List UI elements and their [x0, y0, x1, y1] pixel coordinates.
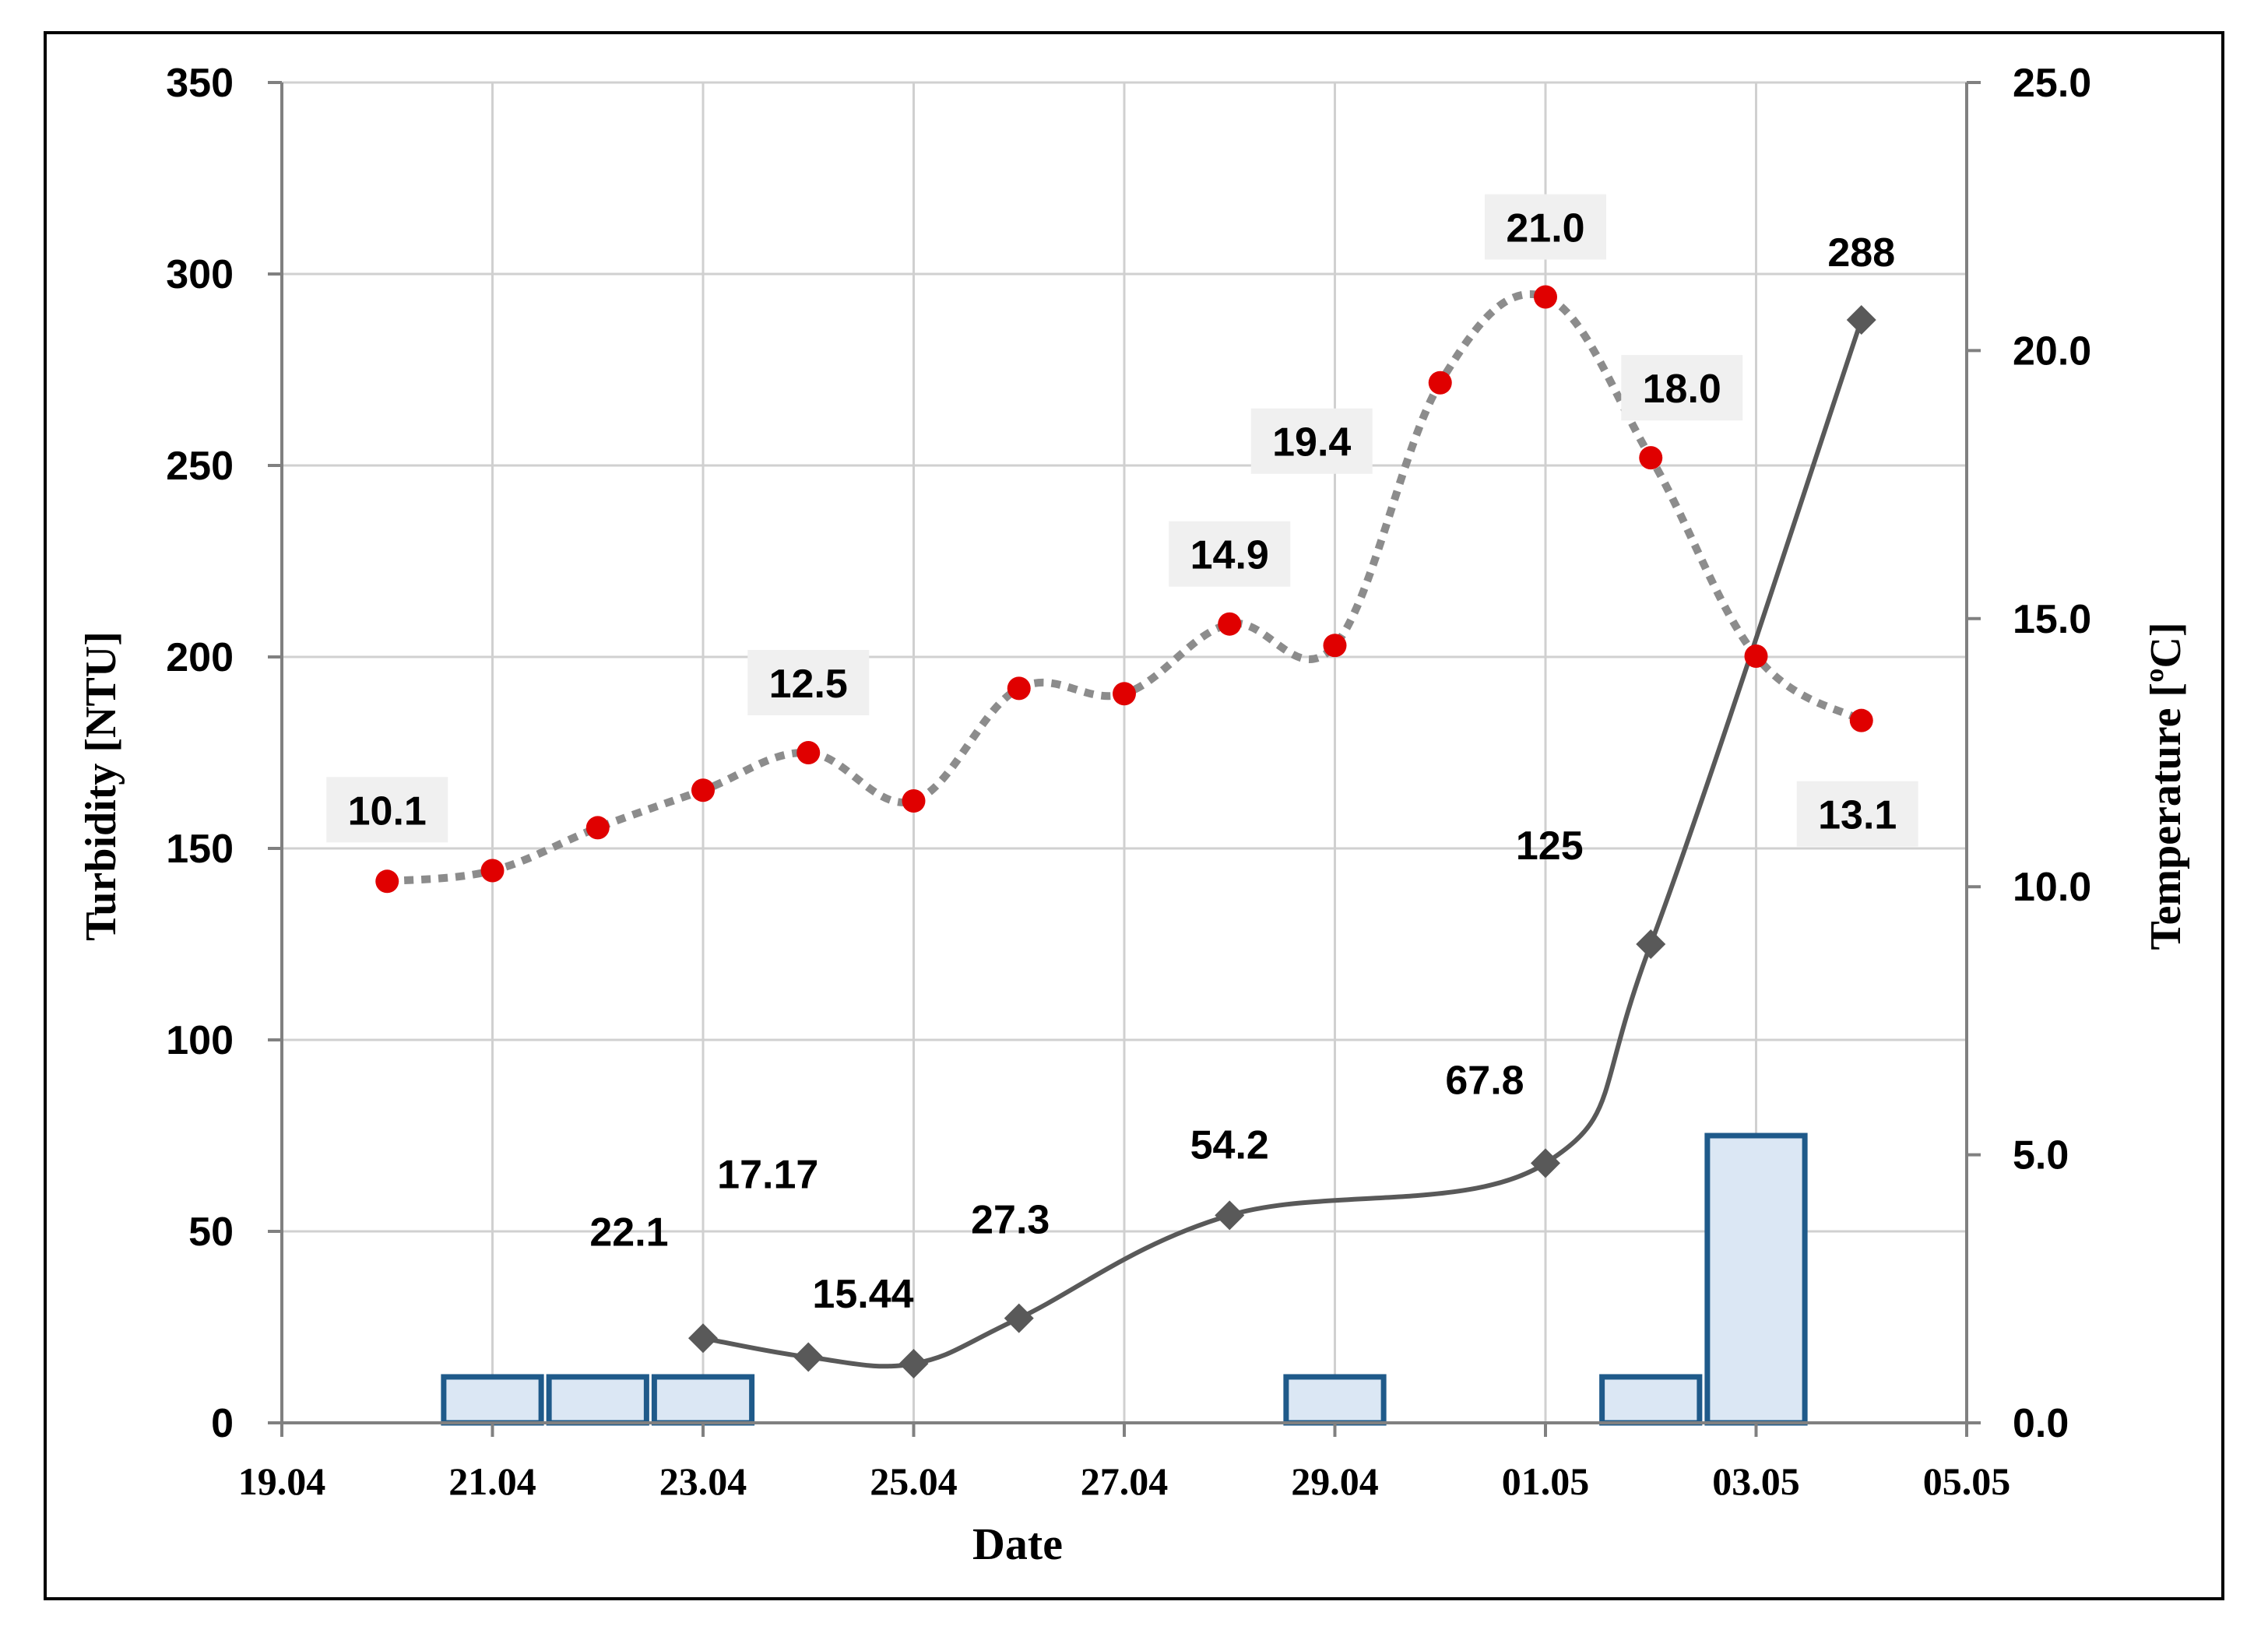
turbidity-data-label: 27.3	[971, 1198, 1050, 1243]
data-labels: 10.1 12.5 14.9 19.4 21.0 18.0 13.1 22.1 17.17 15.…	[326, 194, 1918, 1317]
turbidity-point	[1215, 1200, 1245, 1231]
x-tick-label: 19.04	[238, 1459, 326, 1503]
y-tick-label-left: 0	[211, 1401, 234, 1446]
turbidity-point	[898, 1349, 929, 1379]
turbidity-data-label: 67.8	[1445, 1058, 1524, 1103]
x-tick-label: 03.05	[1712, 1459, 1800, 1503]
turbidity-point	[1004, 1303, 1034, 1333]
y-tick-label-right: 5.0	[2013, 1133, 2069, 1178]
bar	[1704, 1133, 1808, 1426]
temperature-point	[1534, 285, 1557, 309]
y-tick-label-left: 300	[166, 252, 234, 297]
bar	[441, 1374, 544, 1426]
turbidity-line	[702, 319, 1864, 1369]
temperature-data-label: 19.4	[1272, 420, 1351, 465]
y-tick-label-right: 25.0	[2013, 61, 2091, 106]
temperature-point	[1639, 446, 1663, 470]
y-tick-label-left: 100	[166, 1018, 234, 1063]
temperature-data-label-bg	[1796, 781, 1918, 847]
temperature-point	[375, 869, 399, 894]
x-tick-label: 21.04	[448, 1459, 536, 1503]
y-tick-label-right: 10.0	[2013, 865, 2091, 910]
y-tick-label-left: 200	[166, 635, 234, 680]
temperature-data-label-bg	[1250, 408, 1373, 474]
temperature-data-label: 12.5	[769, 662, 848, 707]
x-tick-label: 25.04	[870, 1459, 958, 1503]
bar	[1599, 1374, 1703, 1426]
temperature-data-label-bg	[747, 650, 870, 715]
temperature-point	[480, 859, 505, 883]
x-tick-label: 05.05	[1923, 1459, 2011, 1503]
axes: 19.04 21.04 23.04 25.04 27.04 29.04 01.05 03.05…	[166, 61, 2091, 1503]
temperature-point	[1428, 370, 1452, 395]
bar	[1283, 1374, 1387, 1426]
temperature-point	[1849, 708, 1873, 732]
bar	[546, 1374, 649, 1426]
y-tick-label-right: 15.0	[2013, 597, 2091, 642]
x-axis-label: Date	[972, 1519, 1063, 1569]
y-tick-label-left: 250	[166, 444, 234, 489]
x-tick-label: 29.04	[1291, 1459, 1379, 1503]
turbidity-point	[1531, 1148, 1560, 1178]
turbidity-point	[1636, 929, 1666, 959]
turbidity-data-label: 125	[1516, 824, 1584, 869]
temperature-point	[902, 788, 926, 813]
temperature-data-label-bg	[326, 777, 448, 843]
bar-series	[441, 1133, 1808, 1426]
temperature-data-label: 21.0	[1506, 206, 1584, 251]
y-tick-label-left: 50	[188, 1210, 234, 1255]
temperature-data-label: 18.0	[1643, 367, 1721, 412]
temperature-point	[1218, 612, 1242, 636]
temperature-data-label: 14.9	[1190, 533, 1269, 578]
markers	[375, 285, 1876, 1379]
y-tick-label-left: 350	[166, 61, 234, 106]
turbidity-point	[1846, 305, 1876, 335]
line-series	[386, 290, 1864, 1369]
y-tick-label-left: 150	[166, 827, 234, 872]
x-tick-label: 23.04	[659, 1459, 747, 1503]
y-tick-label-right: 20.0	[2013, 328, 2091, 374]
temperature-point	[585, 816, 610, 840]
temperature-line	[386, 290, 1864, 886]
temperature-data-label: 13.1	[1818, 793, 1897, 838]
y-axis-label-right: Temperature [ºC]	[2142, 622, 2190, 950]
temperature-data-label-bg	[1621, 355, 1743, 421]
bar	[651, 1374, 755, 1426]
turbidity-point	[688, 1323, 718, 1354]
temperature-data-label-bg	[1485, 194, 1606, 260]
temperature-data-label: 10.1	[348, 788, 427, 834]
turbidity-data-label: 54.2	[1190, 1122, 1269, 1168]
temperature-point	[1744, 644, 1768, 669]
x-tick-label: 27.04	[1081, 1459, 1169, 1503]
turbidity-data-label: 288	[1827, 230, 1895, 276]
temperature-point	[1323, 634, 1347, 658]
y-tick-label-right: 0.0	[2013, 1401, 2069, 1446]
turbidity-data-label: 15.44	[812, 1272, 913, 1317]
temperature-point	[691, 778, 715, 802]
turbidity-data-label: 22.1	[589, 1210, 668, 1255]
temperature-point	[1007, 676, 1031, 701]
x-tick-label: 01.05	[1502, 1459, 1590, 1503]
turbidity-data-label: 17.17	[717, 1153, 818, 1198]
temperature-point	[796, 741, 821, 764]
temperature-point	[1113, 682, 1136, 706]
turbidity-point	[793, 1342, 824, 1372]
y-axis-label-left: Turbidity [NTU]	[77, 631, 125, 941]
temperature-data-label-bg	[1169, 521, 1291, 587]
